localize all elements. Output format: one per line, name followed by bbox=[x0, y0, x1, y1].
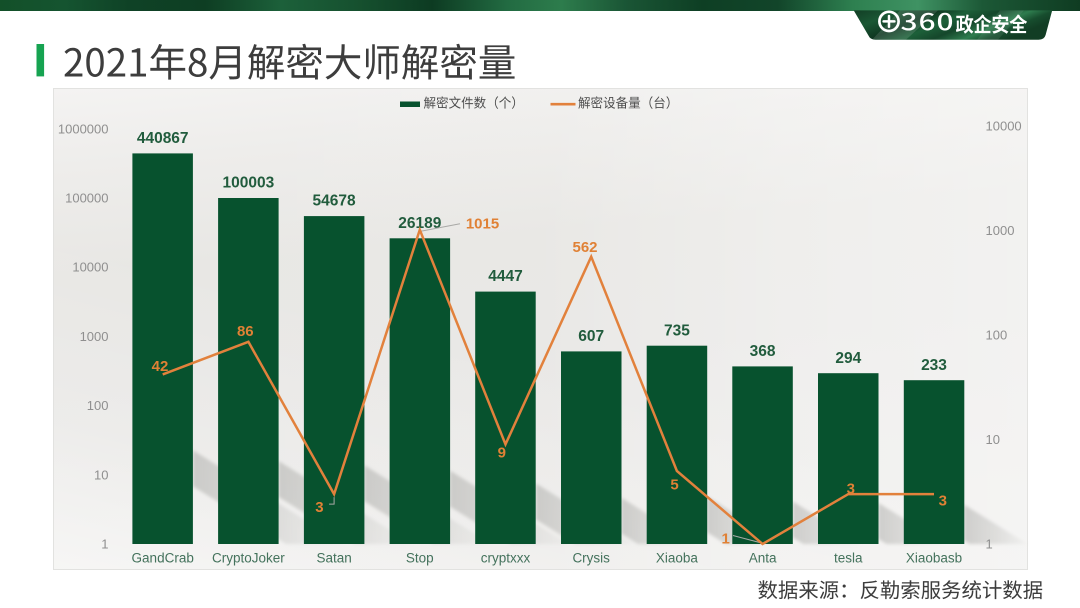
svg-text:54678: 54678 bbox=[313, 193, 356, 210]
svg-text:1015: 1015 bbox=[466, 216, 499, 233]
svg-text:5: 5 bbox=[670, 477, 678, 494]
svg-text:10: 10 bbox=[94, 467, 108, 482]
svg-text:Satan: Satan bbox=[316, 551, 351, 566]
svg-text:CryptoJoker: CryptoJoker bbox=[212, 551, 285, 566]
svg-text:100003: 100003 bbox=[223, 175, 275, 192]
svg-text:Anta: Anta bbox=[749, 551, 777, 566]
svg-text:562: 562 bbox=[572, 239, 597, 256]
svg-text:10: 10 bbox=[986, 432, 1000, 447]
svg-text:3: 3 bbox=[939, 492, 947, 509]
svg-text:735: 735 bbox=[664, 322, 690, 339]
svg-text:294: 294 bbox=[835, 350, 861, 367]
svg-text:100: 100 bbox=[986, 328, 1008, 343]
svg-text:Xiaoba: Xiaoba bbox=[656, 551, 699, 566]
svg-text:440867: 440867 bbox=[137, 130, 189, 147]
svg-text:tesla: tesla bbox=[834, 551, 863, 566]
svg-text:cryptxxx: cryptxxx bbox=[481, 551, 531, 566]
svg-text:1000: 1000 bbox=[986, 223, 1015, 238]
svg-text:4447: 4447 bbox=[488, 268, 522, 285]
svg-text:10000: 10000 bbox=[72, 260, 108, 275]
svg-text:3: 3 bbox=[847, 481, 855, 498]
svg-text:Stop: Stop bbox=[406, 551, 434, 566]
svg-text:86: 86 bbox=[237, 323, 254, 340]
svg-text:1: 1 bbox=[722, 530, 730, 547]
svg-text:Xiaobasb: Xiaobasb bbox=[906, 551, 962, 566]
svg-text:1000: 1000 bbox=[80, 329, 109, 344]
svg-text:42: 42 bbox=[152, 358, 169, 375]
svg-text:368: 368 bbox=[750, 343, 776, 360]
svg-text:1: 1 bbox=[986, 537, 993, 552]
svg-text:233: 233 bbox=[921, 357, 947, 374]
svg-text:9: 9 bbox=[498, 445, 506, 462]
svg-text:GandCrab: GandCrab bbox=[132, 551, 194, 566]
svg-text:26189: 26189 bbox=[398, 215, 441, 232]
svg-text:1: 1 bbox=[101, 537, 108, 552]
svg-text:10000: 10000 bbox=[986, 119, 1022, 134]
svg-text:3: 3 bbox=[315, 499, 323, 516]
svg-text:1000000: 1000000 bbox=[58, 121, 109, 136]
svg-text:100: 100 bbox=[87, 398, 109, 413]
svg-text:607: 607 bbox=[578, 328, 604, 345]
svg-text:Crysis: Crysis bbox=[572, 551, 610, 566]
svg-text:100000: 100000 bbox=[65, 191, 108, 206]
